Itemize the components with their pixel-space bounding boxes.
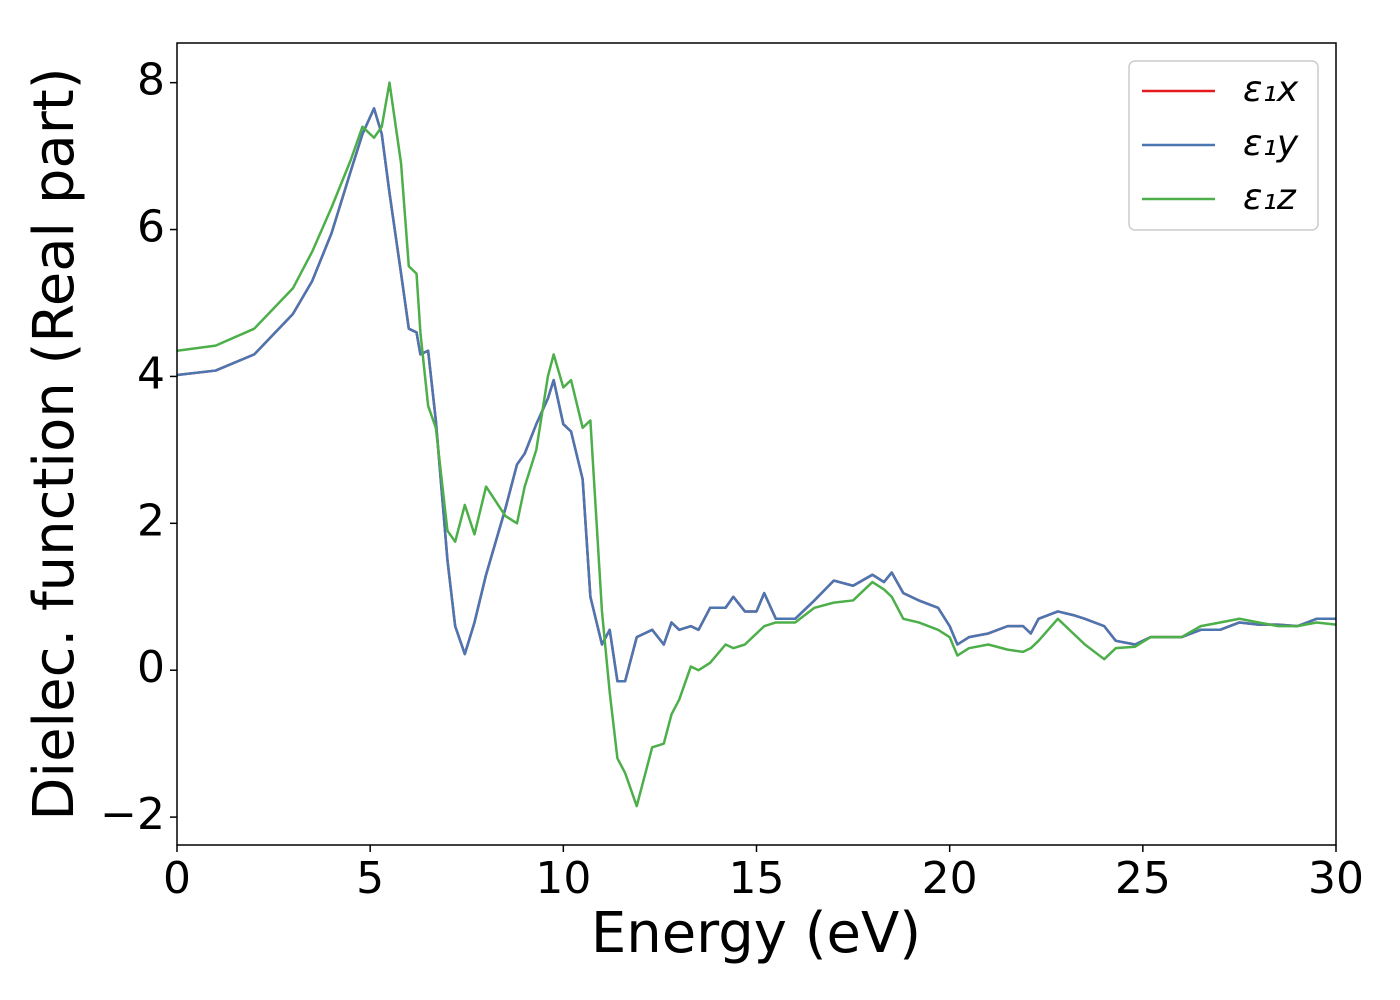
x-tick-label: 30 — [1308, 853, 1364, 904]
series-line — [177, 107, 1336, 683]
x-tick-label: 0 — [163, 853, 191, 904]
x-axis-label: Energy (eV) — [591, 901, 921, 966]
legend-label: ε₁y — [1243, 123, 1299, 164]
x-tick-label: 25 — [1115, 853, 1171, 904]
y-tick-label: 8 — [137, 55, 165, 106]
legend-label: ε₁z — [1243, 177, 1297, 218]
y-tick-label: 6 — [137, 202, 165, 253]
legend-label: ε₁x — [1243, 69, 1299, 110]
x-tick-label: 15 — [729, 853, 785, 904]
x-tick-label: 5 — [356, 853, 384, 904]
y-axis-label: Dielec. function (Real part) — [22, 67, 87, 820]
x-tick-label: 20 — [922, 853, 978, 904]
y-tick-label: 4 — [137, 348, 165, 399]
y-tick-label: 2 — [137, 495, 165, 546]
series-line — [177, 81, 1336, 808]
y-tick-label: 0 — [137, 642, 165, 693]
legend-box — [1128, 60, 1319, 231]
plot-frame — [176, 42, 1337, 846]
y-tick-label: −2 — [100, 789, 165, 840]
x-tick-label: 10 — [535, 853, 591, 904]
